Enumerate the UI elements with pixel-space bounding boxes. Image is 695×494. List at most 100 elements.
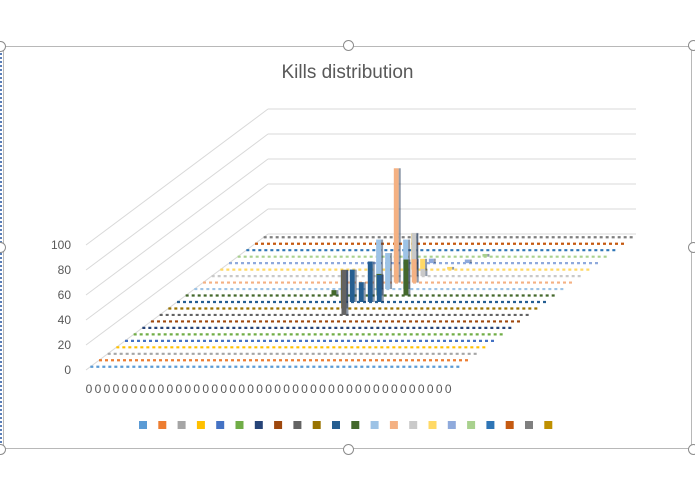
y-tick-label: 100 [51,238,71,252]
legend-swatch [428,421,437,429]
x-tick-label: 0 [140,382,147,396]
x-tick-label: 0 [418,382,425,396]
bar-side [408,259,411,296]
legend-swatch [505,421,514,429]
x-tick-label: 0 [211,382,218,396]
x-tick-label: 0 [391,382,398,396]
bar [385,253,391,290]
x-tick-label: 0 [346,382,353,396]
legend-swatch [293,421,302,429]
bar [341,269,347,315]
resize-handle-bottom[interactable] [343,444,354,455]
chart-area[interactable] [3,46,692,449]
x-tick-label: 0 [238,382,245,396]
x-tick-label: 0 [104,382,111,396]
x-tick-label: 0 [122,382,129,396]
bar [358,282,364,302]
y-tick-label: 40 [58,313,72,327]
legend-swatch [447,421,456,429]
legend-swatch [177,421,186,429]
legend-swatch [389,421,398,429]
bar-side [336,290,339,296]
x-tick-label: 0 [86,382,93,396]
bar-side [346,269,349,315]
bar [411,232,417,277]
x-tick-label: 0 [274,382,281,396]
bar-side [433,258,436,264]
x-tick-label: 0 [292,382,299,396]
bar [393,168,399,283]
x-tick-label: 0 [157,382,164,396]
x-tick-label: 0 [301,382,308,396]
x-tick-label: 0 [445,382,452,396]
legend-swatch [409,421,418,429]
bar-side [372,261,375,302]
x-tick-label: 0 [382,382,389,396]
bar-side [452,266,455,270]
x-tick-label: 0 [400,382,407,396]
x-tick-label: 0 [247,382,254,396]
x-tick-label: 0 [436,382,443,396]
bar-side [487,253,490,257]
y-tick-label: 60 [58,288,72,302]
legend-swatch [525,421,533,429]
x-tick-label: 0 [149,382,156,396]
x-tick-label: 0 [131,382,138,396]
legend-swatch [332,421,340,429]
x-tick-label: 0 [364,382,371,396]
x-tick-label: 0 [355,382,362,396]
resize-handle-bottom-right[interactable] [688,444,695,455]
bar [420,258,426,270]
chart-title[interactable]: Kills distribution [281,62,414,83]
x-tick-label: 0 [427,382,434,396]
bar [482,253,488,257]
bar-side [425,268,428,277]
bar-side [398,168,401,283]
bar-side [363,282,366,302]
resize-handle-right[interactable] [688,242,695,253]
legend-swatch [139,421,147,429]
legend-swatch [254,421,263,429]
legend-swatch [158,421,167,429]
x-tick-label: 0 [265,382,272,396]
bar [403,259,409,296]
bar-side [416,259,419,283]
x-tick-label: 0 [328,382,335,396]
bar [428,258,434,264]
x-tick-label: 0 [229,382,236,396]
resize-handle-top-right[interactable] [688,40,695,51]
x-tick-label: 0 [373,382,380,396]
y-tick-label: 20 [58,338,72,352]
x-tick-label: 0 [220,382,227,396]
x-tick-label: 0 [166,382,173,396]
x-tick-label: 0 [256,382,263,396]
x-tick-label: 0 [319,382,326,396]
legend-swatch [312,421,321,429]
y-tick-label: 0 [64,363,71,377]
x-tick-label: 0 [193,382,200,396]
x-tick-label: 0 [283,382,290,396]
bar [447,266,453,270]
x-tick-label: 0 [337,382,344,396]
bar-side [381,239,384,290]
legend-swatch [486,421,495,429]
bar [376,275,382,302]
side-wall-gridline [85,133,269,271]
bar-side [425,258,428,270]
x-tick-label: 0 [310,382,317,396]
bar-side [416,232,419,277]
bar [376,239,382,290]
bar [331,290,337,296]
x-tick-label: 0 [409,382,416,396]
legend-swatch [351,421,360,429]
bar-side [381,275,384,302]
legend-swatch [370,421,379,429]
legend-swatch [544,421,553,429]
resize-handle-top[interactable] [343,40,354,51]
side-wall-gridline [85,108,269,246]
bar [464,259,470,264]
bar [349,269,355,302]
x-tick-label: 0 [184,382,191,396]
side-wall-gridline [85,208,269,346]
bar-side [354,269,357,302]
